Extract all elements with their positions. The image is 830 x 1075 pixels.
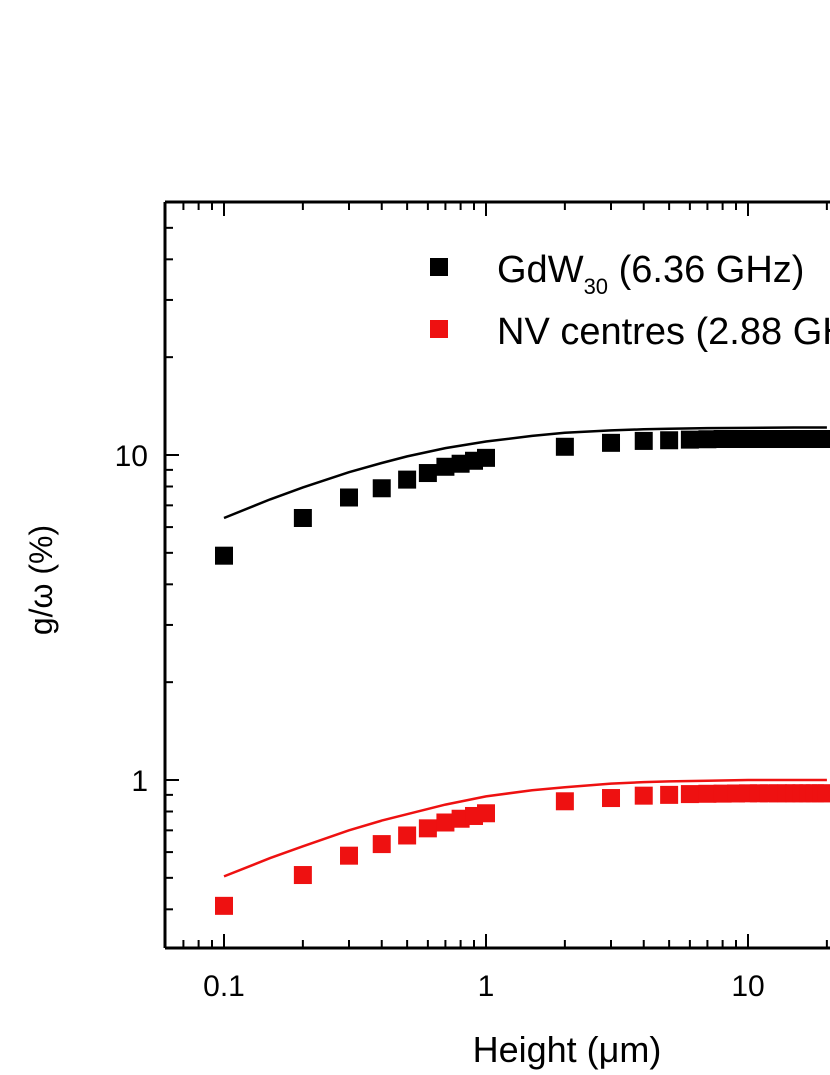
gdw30-point — [602, 433, 621, 452]
legend: GdW30 (6.36 GHz) NV centres (2.88 GHz) — [430, 249, 830, 353]
gdw30-legend-main: GdW — [497, 249, 584, 291]
nv-centres-point — [418, 819, 437, 838]
y-axis-label: g/ω (%) — [23, 525, 59, 635]
x-axis-label: Height (μm) — [473, 1029, 662, 1070]
nv-centres-point — [293, 866, 312, 885]
gdw30-point — [398, 470, 417, 489]
nv-centres-point — [436, 813, 455, 832]
nv-centres-point — [372, 835, 391, 854]
gdw30-legend-subscript: 30 — [584, 274, 608, 299]
gdw30-point — [372, 479, 391, 498]
nv-centres-fit-line — [223, 778, 827, 878]
nv-centres-point — [602, 789, 621, 808]
nv-centres-legend-label: NV centres (2.88 GHz) — [497, 311, 830, 353]
fit-curves — [223, 426, 827, 878]
gdw30-fit-line — [223, 426, 827, 520]
nv-centres-point — [477, 804, 495, 823]
x-tick-label: 10 — [731, 970, 764, 1003]
nv-centres-point — [634, 786, 653, 805]
nv-centres-legend-marker — [430, 320, 448, 338]
x-tick-label: 0.1 — [203, 970, 245, 1003]
nv-centres-point — [660, 785, 679, 804]
nv-centres-point — [555, 792, 574, 811]
gdw30-point — [418, 464, 437, 483]
gdw30-point — [698, 430, 717, 449]
x-tick-label: 1 — [478, 970, 495, 1003]
gdw30-point — [293, 508, 312, 527]
axes — [163, 200, 830, 950]
gdw30-point — [477, 448, 495, 467]
gdw30-point — [660, 431, 679, 450]
gdw30-point — [634, 431, 653, 450]
gdw30-point — [555, 437, 574, 456]
gdw30-point — [680, 430, 699, 449]
y-tick-label: 1 — [131, 765, 148, 798]
gdw30-legend-marker — [430, 258, 448, 276]
nv-centres-point — [817, 784, 830, 803]
gdw30-point — [436, 457, 455, 476]
y-tick-label: 10 — [115, 440, 148, 473]
data-markers — [215, 430, 830, 915]
gdw30-point — [215, 546, 233, 565]
gdw30-legend-label: GdW30 (6.36 GHz) — [497, 249, 804, 299]
gdw30-point — [340, 488, 359, 507]
tick-labels: 0.1 1 10 1 10 — [115, 440, 765, 1003]
nv-centres-point — [680, 785, 699, 804]
gdw30-legend-rest: (6.36 GHz) — [608, 249, 804, 291]
nv-centres-point — [340, 846, 359, 865]
gdw30-point — [817, 430, 830, 449]
nv-centres-point — [698, 784, 717, 803]
nv-centres-legend-main: NV centres (2.88 GHz) — [497, 311, 830, 353]
tick-marks — [165, 202, 828, 948]
nv-centres-point — [215, 896, 233, 915]
nv-centres-point — [398, 826, 417, 845]
